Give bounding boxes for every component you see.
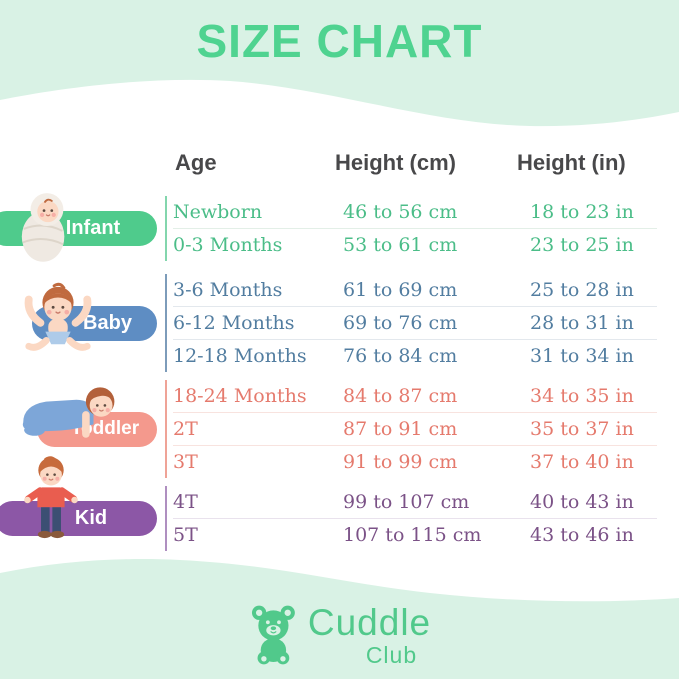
height-cm-cell: 53 to 61 cm — [343, 234, 458, 256]
standing-kid-illustration — [22, 455, 80, 550]
age-cell: 6-12 Months — [173, 312, 295, 334]
header-height-in: Height (in) — [517, 150, 626, 175]
group-rows: 3-6 Months 61 to 69 cm 25 to 28 in 6-12 … — [165, 274, 657, 372]
group-badge-cell: Baby — [0, 274, 165, 372]
group-badge-cell: Kid — [0, 456, 165, 551]
height-in-cell: 25 to 28 in — [530, 279, 634, 301]
table-row: 4T 99 to 107 cm 40 to 43 in — [173, 486, 657, 518]
age-cell: 4T — [173, 491, 198, 513]
age-cell: 3-6 Months — [173, 279, 283, 301]
height-in-cell: 40 to 43 in — [530, 491, 634, 513]
height-cm-cell: 91 to 99 cm — [343, 451, 458, 473]
top-wave-decoration — [0, 0, 679, 127]
group-rows: 18-24 Months 84 to 87 cm 34 to 35 in 2T … — [165, 380, 657, 478]
swaddled-infant-illustration — [16, 190, 74, 269]
height-in-cell: 37 to 40 in — [530, 451, 634, 473]
group-badge: Kid — [0, 501, 157, 536]
table-row: Newborn 46 to 56 cm 18 to 23 in — [173, 196, 657, 228]
size-group-infant: Infant Newborn 46 to 56 cm 18 to 23 in 0… — [0, 193, 679, 262]
height-cm-cell: 69 to 76 cm — [343, 312, 458, 334]
group-rows: 4T 99 to 107 cm 40 to 43 in 5T 107 to 11… — [165, 486, 657, 551]
table-row: 0-3 Months 53 to 61 cm 23 to 25 in — [173, 228, 657, 261]
table-row: 3-6 Months 61 to 69 cm 25 to 28 in — [173, 274, 657, 306]
size-group-kid: Kid 4T 99 to 107 cm 40 to 43 in 5T 107 t… — [0, 456, 679, 551]
bottom-wave-decoration — [0, 559, 679, 679]
height-cm-cell: 76 to 84 cm — [343, 345, 458, 367]
height-in-cell: 31 to 34 in — [530, 345, 634, 367]
height-in-cell: 28 to 31 in — [530, 312, 634, 334]
age-cell: 5T — [173, 524, 198, 546]
table-row: 18-24 Months 84 to 87 cm 34 to 35 in — [173, 380, 657, 412]
size-group-toddler: Toddler 18-24 Months 84 to 87 cm 34 to 3… — [0, 380, 679, 478]
height-in-cell: 18 to 23 in — [530, 201, 634, 223]
height-in-cell: 43 to 46 in — [530, 524, 634, 546]
table-row: 6-12 Months 69 to 76 cm 28 to 31 in — [173, 306, 657, 339]
table-row: 3T 91 to 99 cm 37 to 40 in — [173, 445, 657, 478]
height-cm-cell: 61 to 69 cm — [343, 279, 458, 301]
age-cell: 3T — [173, 451, 198, 473]
teddy-bear-icon — [251, 605, 295, 665]
height-cm-cell: 84 to 87 cm — [343, 385, 458, 407]
header-age: Age — [175, 150, 217, 175]
brand-name-top: Cuddle — [307, 602, 432, 643]
group-badge-cell: Toddler — [0, 380, 165, 478]
age-cell: 18-24 Months — [173, 385, 307, 407]
height-in-cell: 34 to 35 in — [530, 385, 634, 407]
baby-arms-up-illustration — [12, 280, 104, 361]
height-cm-cell: 46 to 56 cm — [343, 201, 458, 223]
table-row: 12-18 Months 76 to 84 cm 31 to 34 in — [173, 339, 657, 372]
age-cell: 2T — [173, 418, 198, 440]
age-cell: 0-3 Months — [173, 234, 283, 256]
group-badge-cell: Infant — [0, 193, 165, 262]
size-table: Age Height (cm) Height (in) Infant Newbo… — [0, 146, 679, 559]
table-row: 2T 87 to 91 cm 35 to 37 in — [173, 412, 657, 445]
group-badge-label: Kid — [74, 507, 108, 529]
table-row: 5T 107 to 115 cm 43 to 46 in — [173, 518, 657, 551]
height-cm-cell: 107 to 115 cm — [343, 524, 482, 546]
table-header-row: Age Height (cm) Height (in) — [175, 146, 659, 180]
height-cm-cell: 99 to 107 cm — [343, 491, 470, 513]
height-in-cell: 23 to 25 in — [530, 234, 634, 256]
brand-name-bottom: Club — [365, 641, 418, 668]
size-group-baby: Baby 3-6 Months 61 to 69 cm 25 to 28 in … — [0, 274, 679, 372]
group-rows: Newborn 46 to 56 cm 18 to 23 in 0-3 Mont… — [165, 196, 657, 261]
height-cm-cell: 87 to 91 cm — [343, 418, 458, 440]
brand-logo: Cuddle Club — [0, 602, 679, 668]
height-in-cell: 35 to 37 in — [530, 418, 634, 440]
brand-logo-text: Cuddle Club — [307, 602, 432, 668]
page-title: SIZE CHART — [196, 15, 483, 67]
age-cell: 12-18 Months — [173, 345, 307, 367]
group-badge-label: Infant — [65, 217, 121, 239]
crawling-toddler-illustration — [8, 382, 122, 449]
header-height-cm: Height (cm) — [335, 150, 456, 175]
age-cell: Newborn — [173, 201, 263, 223]
table-body: Infant Newborn 46 to 56 cm 18 to 23 in 0… — [0, 193, 679, 551]
group-badge-label: Baby — [83, 311, 132, 334]
